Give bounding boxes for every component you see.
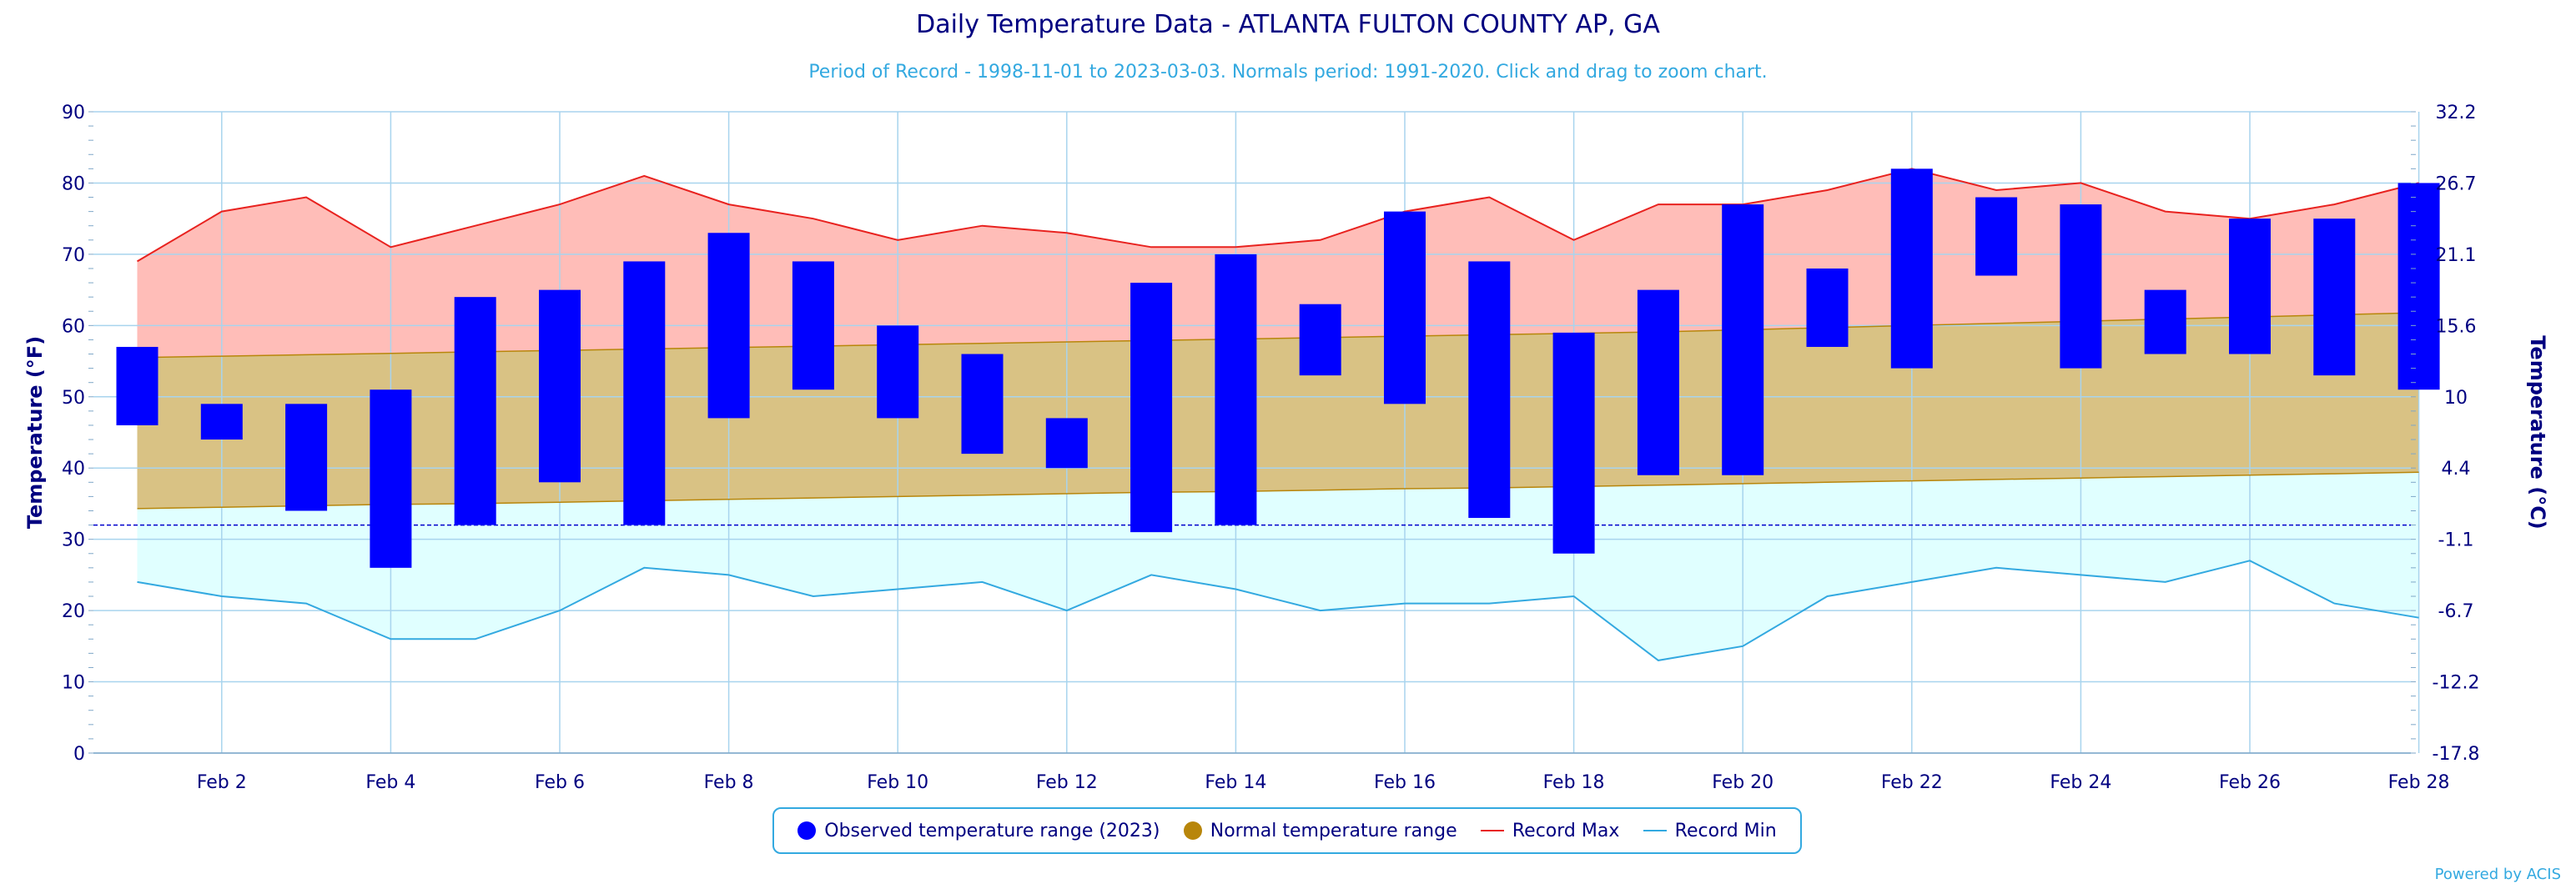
normal-low-line [137,471,2419,510]
observed-bar[interactable] [370,389,412,568]
record-min-line-icon [1643,830,1667,831]
observed-bar[interactable] [1552,332,1595,554]
normal-marker-icon [1183,821,1202,840]
observed-bar[interactable] [961,354,1004,455]
x-tick-label: Feb 14 [1205,772,1266,793]
x-tick-label: Feb 2 [197,772,247,793]
y-tick-label-left: 60 [62,316,85,337]
normal-high-line [137,312,2419,359]
x-tick-label: Feb 24 [2050,772,2111,793]
x-tick-label: Feb 8 [704,772,754,793]
y-tick-label-right: 15.6 [2436,316,2477,337]
y-tick-label-right: 21.1 [2436,245,2477,266]
observed-bar[interactable] [1130,283,1173,533]
y-tick-label-left: 40 [62,459,85,480]
y-tick-label-left: 70 [62,245,85,266]
normal-range-band [137,313,2419,509]
record-min-line [137,560,2419,661]
observed-bar[interactable] [116,346,158,425]
observed-bar[interactable] [1468,261,1511,519]
y-tick-label-left: 90 [62,103,85,123]
observed-bar[interactable] [1975,197,2018,276]
y-tick-label-left: 30 [62,530,85,551]
powered-by-credit[interactable]: Powered by ACIS [2434,866,2561,883]
y-tick-label-right: -6.7 [2438,601,2474,622]
observed-bar[interactable] [1722,204,1764,475]
observed-bar[interactable] [1215,254,1257,525]
y-tick-label-left: 0 [73,744,85,765]
record-min-band [137,472,2419,660]
y-tick-label-right: -17.8 [2433,744,2480,765]
x-tick-label: Feb 26 [2219,772,2281,793]
y-tick-label-right: -12.2 [2433,673,2480,694]
x-tick-label: Feb 28 [2388,772,2450,793]
chart-axes: 0 10 20 30 40 50 60 70 80 90 -17.8 -12.2 -6.7 -1.1 4.4… [23,103,2549,793]
y-tick-label-right: 26.7 [2436,173,2477,194]
observed-bar[interactable] [1806,268,1849,347]
record-max-line [136,168,2419,263]
observed-bar[interactable] [2229,218,2271,354]
y-tick-label-right: 10 [2444,388,2468,409]
observed-marker-icon [797,821,817,840]
observed-bar[interactable] [623,261,666,525]
x-tick-label: Feb 10 [867,772,928,793]
y-axis-title-right: Temperature (°C) [2526,335,2549,530]
x-tick-label: Feb 18 [1543,772,1605,793]
legend-item-record-max[interactable]: Record Max [1480,820,1620,841]
y-tick-label-right: -1.1 [2438,530,2474,551]
observed-bar[interactable] [2313,218,2356,376]
chart-legend: Observed temperature range (2023) Normal… [772,807,1802,854]
observed-bar[interactable] [539,289,581,483]
y-tick-label-right: 4.4 [2442,459,2471,480]
observed-bar[interactable] [285,404,328,511]
observed-bar[interactable] [707,233,750,419]
chart-area-fills [137,168,2419,660]
legend-label-record-min: Record Min [1674,820,1777,841]
observed-bar[interactable] [2397,183,2440,390]
x-tick-label: Feb 22 [1881,772,1943,793]
legend-item-observed[interactable]: Observed temperature range (2023) [797,821,1160,841]
y-tick-label-left: 10 [62,673,85,694]
chart-title: Daily Temperature Data - ATLANTA FULTON … [916,10,1660,39]
legend-label-record-max: Record Max [1512,820,1620,841]
legend-item-normal[interactable]: Normal temperature range [1183,820,1457,841]
observed-bar[interactable] [1299,304,1341,376]
observed-bar[interactable] [1890,168,1933,369]
x-tick-label: Feb 12 [1036,772,1098,793]
chart-observed-bars [116,168,2440,568]
observed-bar[interactable] [454,297,496,525]
observed-bar[interactable] [2144,289,2186,354]
record-max-line-icon [1480,830,1504,831]
observed-bar[interactable] [2060,204,2102,369]
observed-bar[interactable] [200,404,243,440]
chart-subtitle: Period of Record - 1998-11-01 to 2023-03… [808,62,1768,83]
observed-bar[interactable] [1384,211,1426,404]
legend-label-observed: Observed temperature range (2023) [824,820,1160,841]
y-tick-label-left: 80 [62,173,85,194]
observed-bar[interactable] [877,325,919,419]
observed-bar[interactable] [1637,289,1679,475]
x-tick-label: Feb 6 [535,772,585,793]
legend-label-normal: Normal temperature range [1210,820,1457,841]
legend-item-record-min[interactable]: Record Min [1643,821,1777,841]
x-tick-label: Feb 4 [365,772,415,793]
observed-bar[interactable] [792,261,834,390]
observed-bar[interactable] [1045,418,1088,469]
x-tick-label: Feb 20 [1712,772,1774,793]
x-tick-label: Feb 16 [1374,772,1436,793]
y-axis-title-left: Temperature (°F) [23,336,47,529]
y-tick-label-left: 50 [62,388,85,409]
y-tick-label-left: 20 [62,601,85,622]
record-max-band [137,168,2419,358]
y-tick-label-right: 32.2 [2436,103,2477,123]
